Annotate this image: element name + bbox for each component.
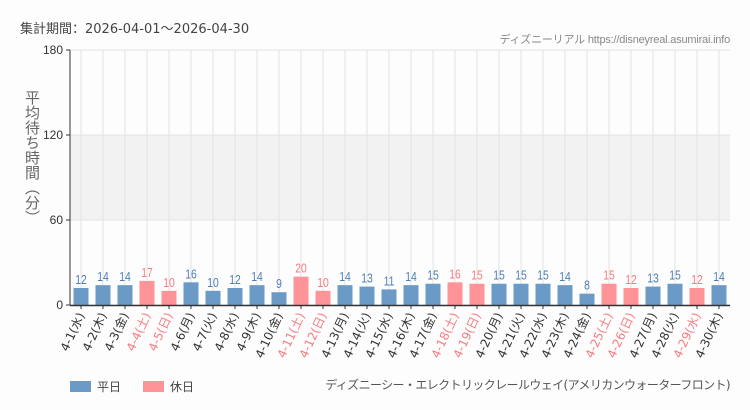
legend-weekday-swatch <box>70 381 91 392</box>
bar <box>425 283 441 305</box>
bar <box>381 289 397 305</box>
bar-value-label: 15 <box>603 269 615 283</box>
bar-value-label: 15 <box>427 269 439 283</box>
bar-value-label: 15 <box>669 269 681 283</box>
bar-value-label: 14 <box>97 270 109 284</box>
bar <box>183 282 199 305</box>
bar-value-label: 14 <box>339 270 351 284</box>
y-tick-label: 120 <box>43 128 63 142</box>
bar <box>491 283 507 305</box>
bar-value-label: 10 <box>207 276 219 290</box>
bar <box>579 293 595 305</box>
bar-value-label: 10 <box>317 276 329 290</box>
legend-holiday-swatch <box>143 381 165 392</box>
bar-value-label: 15 <box>493 269 505 283</box>
bar-value-label: 9 <box>276 277 282 291</box>
legend-weekday-label: 平日 <box>97 380 122 394</box>
bar <box>95 285 111 305</box>
legend-holiday-label: 休日 <box>170 380 195 394</box>
shaded-band <box>70 135 730 220</box>
bar <box>139 280 155 305</box>
bar-value-label: 12 <box>75 273 87 287</box>
bar-value-label: 10 <box>163 276 175 290</box>
bar-value-label: 16 <box>449 267 461 281</box>
bar <box>205 290 221 305</box>
bar-value-label: 8 <box>584 279 590 293</box>
bar <box>513 283 529 305</box>
bar-value-label: 14 <box>251 270 263 284</box>
bar-value-label: 15 <box>471 269 483 283</box>
bar-value-label: 12 <box>625 273 637 287</box>
bar-value-label: 13 <box>361 272 373 286</box>
bar <box>557 285 573 305</box>
bar <box>403 285 419 305</box>
bar <box>469 283 485 305</box>
bar <box>689 288 705 305</box>
bar <box>117 285 133 305</box>
bar-value-label: 15 <box>537 269 549 283</box>
bar <box>601 283 617 305</box>
bar <box>249 285 265 305</box>
bar <box>271 292 287 305</box>
bar <box>337 285 353 305</box>
period-label: 集計期間：2026-04-01〜2026-04-30 <box>20 22 250 37</box>
legend-holiday: 休日 <box>143 378 194 395</box>
bar-value-label: 11 <box>384 274 395 288</box>
legend: 平日 休日 <box>70 378 216 395</box>
y-tick-label: 0 <box>56 298 63 312</box>
bar-value-label: 17 <box>141 266 153 280</box>
bar <box>227 288 243 305</box>
bar-value-label: 12 <box>691 273 703 287</box>
bar-value-label: 12 <box>229 273 241 287</box>
bar-value-label: 14 <box>405 270 417 284</box>
bar-value-label: 15 <box>515 269 527 283</box>
bar <box>293 276 309 305</box>
bar-value-label: 13 <box>647 272 659 286</box>
bar-value-label: 20 <box>295 262 307 276</box>
bar <box>711 285 727 305</box>
bar <box>623 288 639 305</box>
bar-value-label: 14 <box>559 270 571 284</box>
y-tick-label: 60 <box>50 213 64 227</box>
bar <box>73 288 89 305</box>
bar <box>535 283 551 305</box>
bar <box>645 286 661 305</box>
y-tick-label: 180 <box>43 43 63 57</box>
bar <box>447 282 463 305</box>
bar <box>315 290 331 305</box>
site-credit: ディズニーリアル https://disneyreal.asumirai.inf… <box>499 34 730 46</box>
bar <box>359 286 375 305</box>
legend-weekday: 平日 <box>70 378 121 395</box>
y-axis-title: 平均待ち時間（分） <box>23 90 41 225</box>
bar-value-label: 14 <box>119 270 131 284</box>
attraction-name: ディズニーシー・エレクトリックレールウェイ(アメリカンウォーターフロント) <box>325 378 730 392</box>
bar-value-label: 16 <box>185 267 197 281</box>
bar <box>667 283 683 305</box>
bar-value-label: 14 <box>713 270 725 284</box>
bar <box>161 290 177 305</box>
